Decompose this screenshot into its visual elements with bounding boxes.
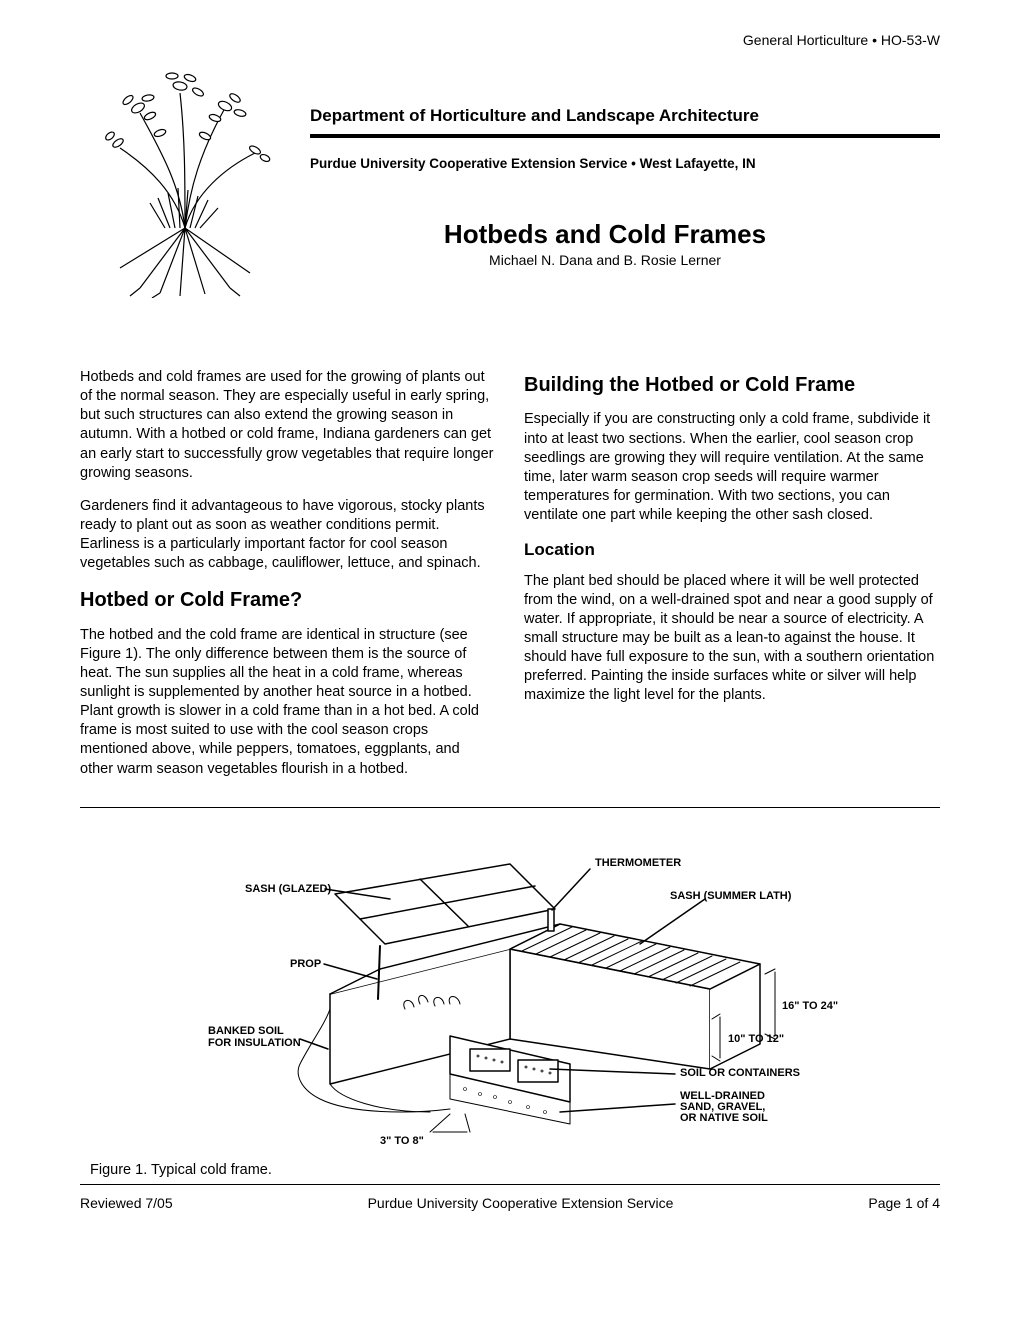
- document-title: Hotbeds and Cold Frames: [270, 219, 940, 250]
- figure-caption: Figure 1. Typical cold frame.: [90, 1162, 272, 1178]
- label-sash-glazed: SASH (GLAZED): [245, 883, 332, 895]
- label-well-drained: WELL-DRAINEDSAND, GRAVEL,OR NATIVE SOIL: [680, 1090, 768, 1124]
- hotbed-vs-coldframe-para: The hotbed and the cold frame are identi…: [80, 626, 496, 779]
- intro-para-2: Gardeners find it advantageous to have v…: [80, 497, 496, 574]
- header-row: Department of Horticulture and Landscape…: [80, 58, 940, 298]
- figure-1-area: SASH (GLAZED) THERMOMETER SASH (SUMMER L…: [80, 814, 940, 1184]
- org-line: Purdue University Cooperative Extension …: [310, 156, 940, 171]
- label-prop: PROP: [290, 958, 321, 970]
- footer-reviewed: Reviewed 7/05: [80, 1195, 173, 1211]
- plant-illustration: [80, 58, 290, 298]
- figure-top-rule: [80, 807, 940, 808]
- label-banked-soil: BANKED SOILFOR INSULATION: [208, 1025, 301, 1049]
- document-category-line: General Horticulture • HO-53-W: [80, 32, 940, 48]
- cold-frame-diagram: SASH (GLAZED) THERMOMETER SASH (SUMMER L…: [150, 814, 870, 1164]
- figure-bottom-rule: [80, 1184, 940, 1185]
- footer-page: Page 1 of 4: [868, 1195, 940, 1211]
- label-soil-containers: SOIL OR CONTAINERS: [680, 1067, 800, 1079]
- label-sash-lath: SASH (SUMMER LATH): [670, 890, 792, 902]
- footer-center: Purdue University Cooperative Extension …: [368, 1195, 674, 1211]
- subheading-location: Location: [524, 539, 940, 561]
- location-para: The plant bed should be placed where it …: [524, 572, 940, 706]
- document-authors: Michael N. Dana and B. Rosie Lerner: [270, 252, 940, 268]
- header-rule: [310, 134, 940, 138]
- label-height-front: 10" TO 12": [728, 1033, 784, 1045]
- building-para: Especially if you are constructing only …: [524, 410, 940, 525]
- right-column: Building the Hotbed or Cold Frame Especi…: [524, 368, 940, 793]
- intro-para-1: Hotbeds and cold frames are used for the…: [80, 368, 496, 483]
- label-height-back: 16" TO 24": [782, 1000, 838, 1012]
- body-columns: Hotbeds and cold frames are used for the…: [80, 368, 940, 793]
- label-depth: 3" TO 8": [380, 1135, 424, 1147]
- header-text-block: Department of Horticulture and Landscape…: [310, 58, 940, 268]
- section-heading-hotbed-vs-coldframe: Hotbed or Cold Frame?: [80, 587, 496, 613]
- label-thermometer: THERMOMETER: [595, 857, 681, 869]
- department-line: Department of Horticulture and Landscape…: [310, 106, 940, 126]
- page-footer: Reviewed 7/05 Purdue University Cooperat…: [80, 1195, 940, 1211]
- section-heading-building: Building the Hotbed or Cold Frame: [524, 372, 940, 398]
- left-column: Hotbeds and cold frames are used for the…: [80, 368, 496, 793]
